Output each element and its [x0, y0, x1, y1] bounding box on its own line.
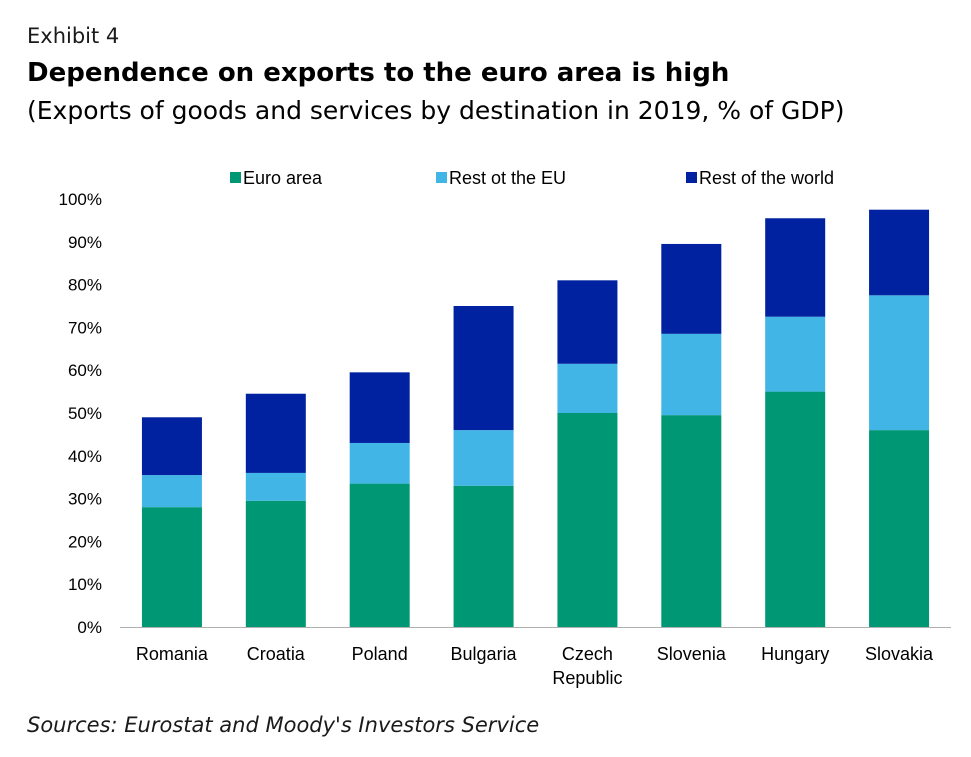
x-tick-label: Hungary — [761, 644, 829, 664]
y-tick-label: 10% — [68, 575, 102, 594]
x-tick-label: Slovakia — [865, 644, 934, 664]
bar-euro-area-bulgaria — [453, 485, 514, 627]
bar-rest-of-the-world-poland — [349, 372, 410, 443]
legend-label-rest-ot-the-eu: Rest ot the EU — [449, 168, 566, 188]
bar-euro-area-romania — [141, 507, 202, 627]
bar-euro-area-slovenia — [661, 415, 722, 627]
chart-title: Dependence on exports to the euro area i… — [27, 58, 730, 88]
bar-rest-ot-the-eu-czech-republic — [557, 363, 618, 413]
bar-rest-ot-the-eu-bulgaria — [453, 430, 514, 486]
y-tick-label: 20% — [68, 532, 102, 551]
x-tick-label: Republic — [552, 668, 622, 688]
bar-rest-of-the-world-slovakia — [869, 209, 930, 296]
chart-legend: Euro area Rest ot the EU Rest of the world — [230, 168, 834, 188]
legend-swatch-rest-of-the-world — [686, 172, 697, 183]
source-note: Sources: Eurostat and Moody's Investors … — [27, 713, 540, 737]
y-tick-label: 80% — [68, 276, 102, 295]
legend-label-rest-of-the-world: Rest of the world — [699, 168, 834, 188]
y-tick-label: 100% — [59, 190, 102, 209]
bar-rest-of-the-world-croatia — [245, 393, 306, 473]
bar-euro-area-croatia — [245, 500, 306, 627]
bar-rest-ot-the-eu-slovenia — [661, 333, 722, 416]
bar-euro-area-poland — [349, 483, 410, 627]
legend-swatch-rest-ot-the-eu — [436, 172, 447, 183]
x-tick-label: Romania — [136, 644, 209, 664]
legend-label-euro-area: Euro area — [243, 168, 323, 188]
bar-rest-of-the-world-slovenia — [661, 243, 722, 334]
y-tick-label: 70% — [68, 318, 102, 337]
bar-rest-ot-the-eu-poland — [349, 442, 410, 484]
bars-group — [141, 209, 930, 627]
bar-rest-of-the-world-bulgaria — [453, 306, 514, 431]
bar-rest-ot-the-eu-hungary — [765, 316, 826, 392]
x-tick-label: Czech — [562, 644, 613, 664]
chart-subtitle: (Exports of goods and services by destin… — [27, 96, 845, 125]
y-tick-label: 30% — [68, 490, 102, 509]
y-tick-label: 60% — [68, 361, 102, 380]
bar-rest-ot-the-eu-slovakia — [869, 295, 930, 431]
x-tick-label: Poland — [352, 644, 408, 664]
bar-rest-ot-the-eu-croatia — [245, 472, 306, 501]
x-tick-label: Slovenia — [657, 644, 727, 664]
bar-euro-area-slovakia — [869, 430, 930, 627]
x-tick-label: Croatia — [247, 644, 306, 664]
bar-rest-of-the-world-czech-republic — [557, 280, 618, 364]
bar-rest-of-the-world-romania — [141, 417, 202, 476]
bar-euro-area-czech-republic — [557, 413, 618, 627]
exhibit-label: Exhibit 4 — [27, 24, 120, 48]
y-tick-label: 40% — [68, 447, 102, 466]
y-axis: 0% 10% 20% 30% 40% 50% 60% 70% 80% 90% 100% — [59, 190, 102, 637]
x-tick-label: Bulgaria — [451, 644, 518, 664]
y-tick-label: 90% — [68, 233, 102, 252]
y-tick-label: 0% — [77, 618, 102, 637]
bar-rest-ot-the-eu-romania — [141, 475, 202, 508]
legend-swatch-euro-area — [230, 172, 241, 183]
bar-rest-of-the-world-hungary — [765, 218, 826, 317]
y-tick-label: 50% — [68, 404, 102, 423]
x-axis: Romania Croatia Poland Bulgaria Czech Republi… — [120, 627, 951, 688]
bar-euro-area-hungary — [765, 391, 826, 627]
